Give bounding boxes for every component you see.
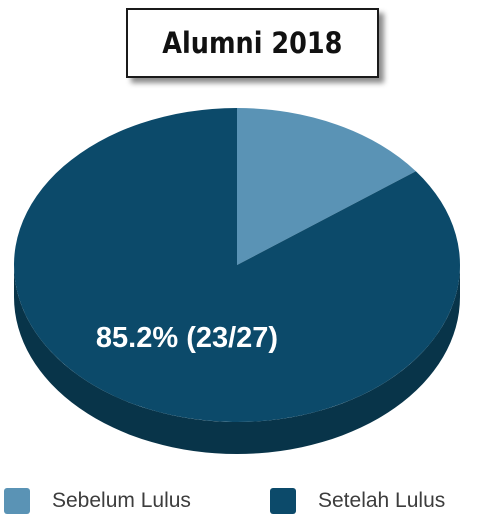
chart-title-box: Alumni 2018 [126, 8, 379, 78]
pie-side-wall [14, 265, 460, 454]
legend-label-sebelum-lulus: Sebelum Lulus [52, 489, 191, 512]
legend-item-setelah-lulus: Setelah Lulus [270, 488, 445, 514]
legend-label-setelah-lulus: Setelah Lulus [318, 489, 446, 512]
pie-3d-sides [14, 265, 460, 454]
pie-slices [14, 108, 461, 422]
legend-swatch-sebelum-lulus [4, 488, 30, 514]
slice-data-label-setelah-lulus: 85.2% (23/27) [96, 322, 278, 354]
chart-title: Alumni 2018 [162, 26, 343, 60]
pie-slice-sebelum-lulus [237, 108, 416, 265]
legend-swatch-setelah-lulus [270, 488, 296, 514]
pie-chart: 85.2% (23/27) [14, 108, 461, 454]
legend-item-sebelum-lulus: Sebelum Lulus [4, 488, 191, 514]
pie-slice-setelah-lulus [14, 108, 461, 422]
